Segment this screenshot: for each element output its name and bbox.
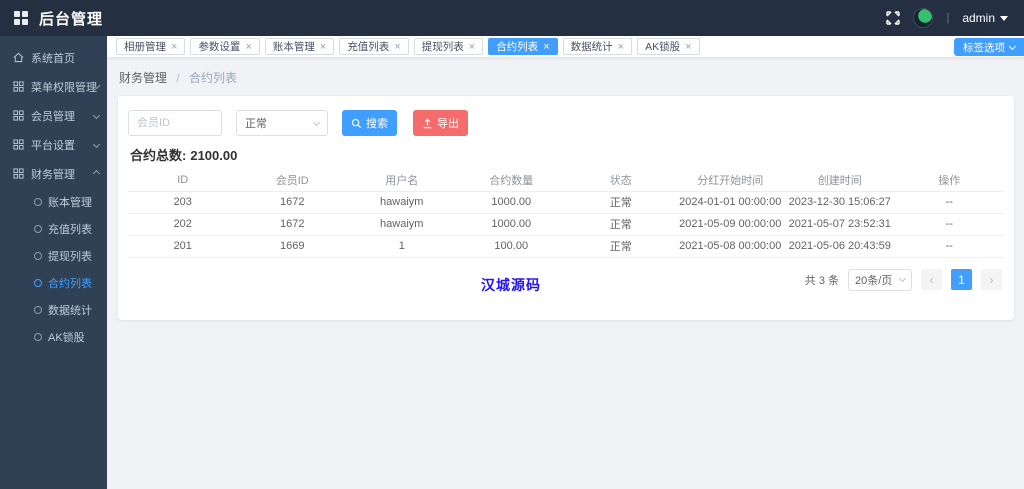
sidebar-item-home[interactable]: 系统首页 xyxy=(0,43,107,72)
col-amount: 合约数量 xyxy=(456,169,566,192)
chevron-down-icon xyxy=(92,140,101,149)
pagination: 共 3 条 20条/页 ‹ 1 › xyxy=(804,268,1002,291)
avatar[interactable] xyxy=(913,8,934,28)
sidebar-subitem-ak[interactable]: AK锁股 xyxy=(0,323,107,350)
tab-album[interactable]: 相册管理 × xyxy=(116,38,186,55)
tag-options-button[interactable]: 标签选项 xyxy=(954,38,1024,56)
home-icon xyxy=(13,52,24,63)
tab-bar: 相册管理 × 参数设置 × 账本管理 × 充值列表 × 提现列表 × 合约列表 … xyxy=(107,36,1024,58)
grid-icon xyxy=(13,139,24,150)
radio-circle-icon xyxy=(34,305,42,314)
close-icon[interactable]: × xyxy=(468,40,476,53)
tab-contract[interactable]: 合约列表 × xyxy=(488,38,558,55)
close-icon[interactable]: × xyxy=(171,40,178,53)
breadcrumb-contract-list: 合约列表 xyxy=(189,71,238,85)
sidebar-item-members[interactable]: 会员管理 xyxy=(0,101,107,130)
member-id-input[interactable] xyxy=(128,110,222,136)
breadcrumb-finance[interactable]: 财务管理 xyxy=(119,71,168,85)
export-button[interactable]: 导出 xyxy=(413,110,468,136)
sidebar-item-menu-permissions[interactable]: 菜单权限管理 xyxy=(0,72,107,101)
contract-list-card: 正常 搜索 导出 xyxy=(118,96,1014,320)
chevron-down-icon xyxy=(898,274,907,283)
sidebar-item-finance[interactable]: 财务管理 xyxy=(0,159,107,188)
chevron-down-icon xyxy=(92,111,101,120)
tab-withdraw[interactable]: 提现列表 × xyxy=(413,38,484,55)
breadcrumb-separator: / xyxy=(176,71,180,85)
close-icon[interactable]: × xyxy=(245,40,252,53)
close-icon[interactable]: × xyxy=(543,40,550,53)
close-icon[interactable]: × xyxy=(685,40,692,53)
export-icon xyxy=(423,118,432,128)
page-size-select[interactable]: 20条/页 xyxy=(848,268,912,291)
prev-page-button[interactable]: ‹ xyxy=(921,269,942,290)
contract-total: 合约总数: 2100.00 xyxy=(130,148,238,163)
col-username: 用户名 xyxy=(347,169,457,192)
table-row: 202 1672 hawaiym 1000.00 正常 2021-05-09 0… xyxy=(128,213,1004,236)
col-id: ID xyxy=(128,169,238,192)
radio-circle-icon xyxy=(34,278,42,287)
app-title: 后台管理 xyxy=(39,10,104,28)
grid-icon xyxy=(13,110,24,121)
user-menu[interactable]: admin xyxy=(962,11,1008,25)
table-header-row: ID 会员ID 用户名 合约数量 状态 分红开始时间 创建时间 操作 xyxy=(128,169,1004,192)
col-status: 状态 xyxy=(566,169,676,192)
username: admin xyxy=(962,11,995,25)
tab-stats[interactable]: 数据统计 × xyxy=(562,38,633,55)
topbar: 后台管理 | admin xyxy=(0,0,1024,36)
chevron-down-icon xyxy=(1008,42,1017,50)
sidebar: 系统首页 菜单权限管理 会员管理 xyxy=(0,36,107,489)
close-icon[interactable]: × xyxy=(617,40,625,53)
tab-recharge[interactable]: 充值列表 × xyxy=(339,38,409,55)
chevron-down-icon xyxy=(312,118,321,126)
next-page-button[interactable]: › xyxy=(981,269,1002,290)
sidebar-subitem-data-stats[interactable]: 数据统计 xyxy=(0,296,107,323)
col-actions: 操作 xyxy=(894,169,1004,192)
tab-ledger[interactable]: 账本管理 × xyxy=(264,38,335,55)
grid-icon xyxy=(13,81,24,92)
sidebar-subitem-withdraw-list[interactable]: 提现列表 xyxy=(0,242,107,269)
close-icon[interactable]: × xyxy=(394,40,401,53)
table-row: 203 1672 hawaiym 1000.00 正常 2024-01-01 0… xyxy=(128,191,1004,214)
tab-ak[interactable]: AK锁股 × xyxy=(637,38,700,55)
radio-circle-icon xyxy=(34,197,42,206)
sidebar-subitem-contract-list[interactable]: 合约列表 xyxy=(0,269,107,296)
apps-grid-icon[interactable] xyxy=(14,11,28,25)
search-icon xyxy=(351,118,362,128)
sidebar-item-platform[interactable]: 平台设置 xyxy=(0,130,107,159)
tab-params[interactable]: 参数设置 × xyxy=(190,38,260,55)
radio-circle-icon xyxy=(34,224,42,233)
table-row: 201 1669 1 100.00 正常 2021-05-08 00:00:00… xyxy=(128,235,1004,258)
caret-down-icon xyxy=(1000,15,1008,21)
pagination-total: 共 3 条 xyxy=(804,274,839,287)
fullscreen-icon[interactable] xyxy=(886,11,901,25)
col-dividend-start: 分红开始时间 xyxy=(675,169,785,192)
watermark-text: 汉城源码 xyxy=(481,276,541,293)
sidebar-subitem-ledger[interactable]: 账本管理 xyxy=(0,188,107,215)
page-1-button[interactable]: 1 xyxy=(951,269,972,290)
breadcrumb: 财务管理 / 合约列表 xyxy=(119,69,1014,86)
col-created: 创建时间 xyxy=(785,169,895,192)
topbar-separator: | xyxy=(946,12,950,24)
sidebar-subitem-recharge-list[interactable]: 充值列表 xyxy=(0,215,107,242)
close-icon[interactable]: × xyxy=(319,40,327,53)
contract-table: ID 会员ID 用户名 合约数量 状态 分红开始时间 创建时间 操作 203 xyxy=(128,169,1004,258)
chevron-up-icon xyxy=(92,169,101,178)
col-member-id: 会员ID xyxy=(237,169,347,192)
search-button[interactable]: 搜索 xyxy=(342,110,397,136)
grid-icon xyxy=(13,168,24,179)
radio-circle-icon xyxy=(34,332,42,341)
radio-circle-icon xyxy=(34,251,42,260)
status-select[interactable]: 正常 xyxy=(236,110,328,136)
